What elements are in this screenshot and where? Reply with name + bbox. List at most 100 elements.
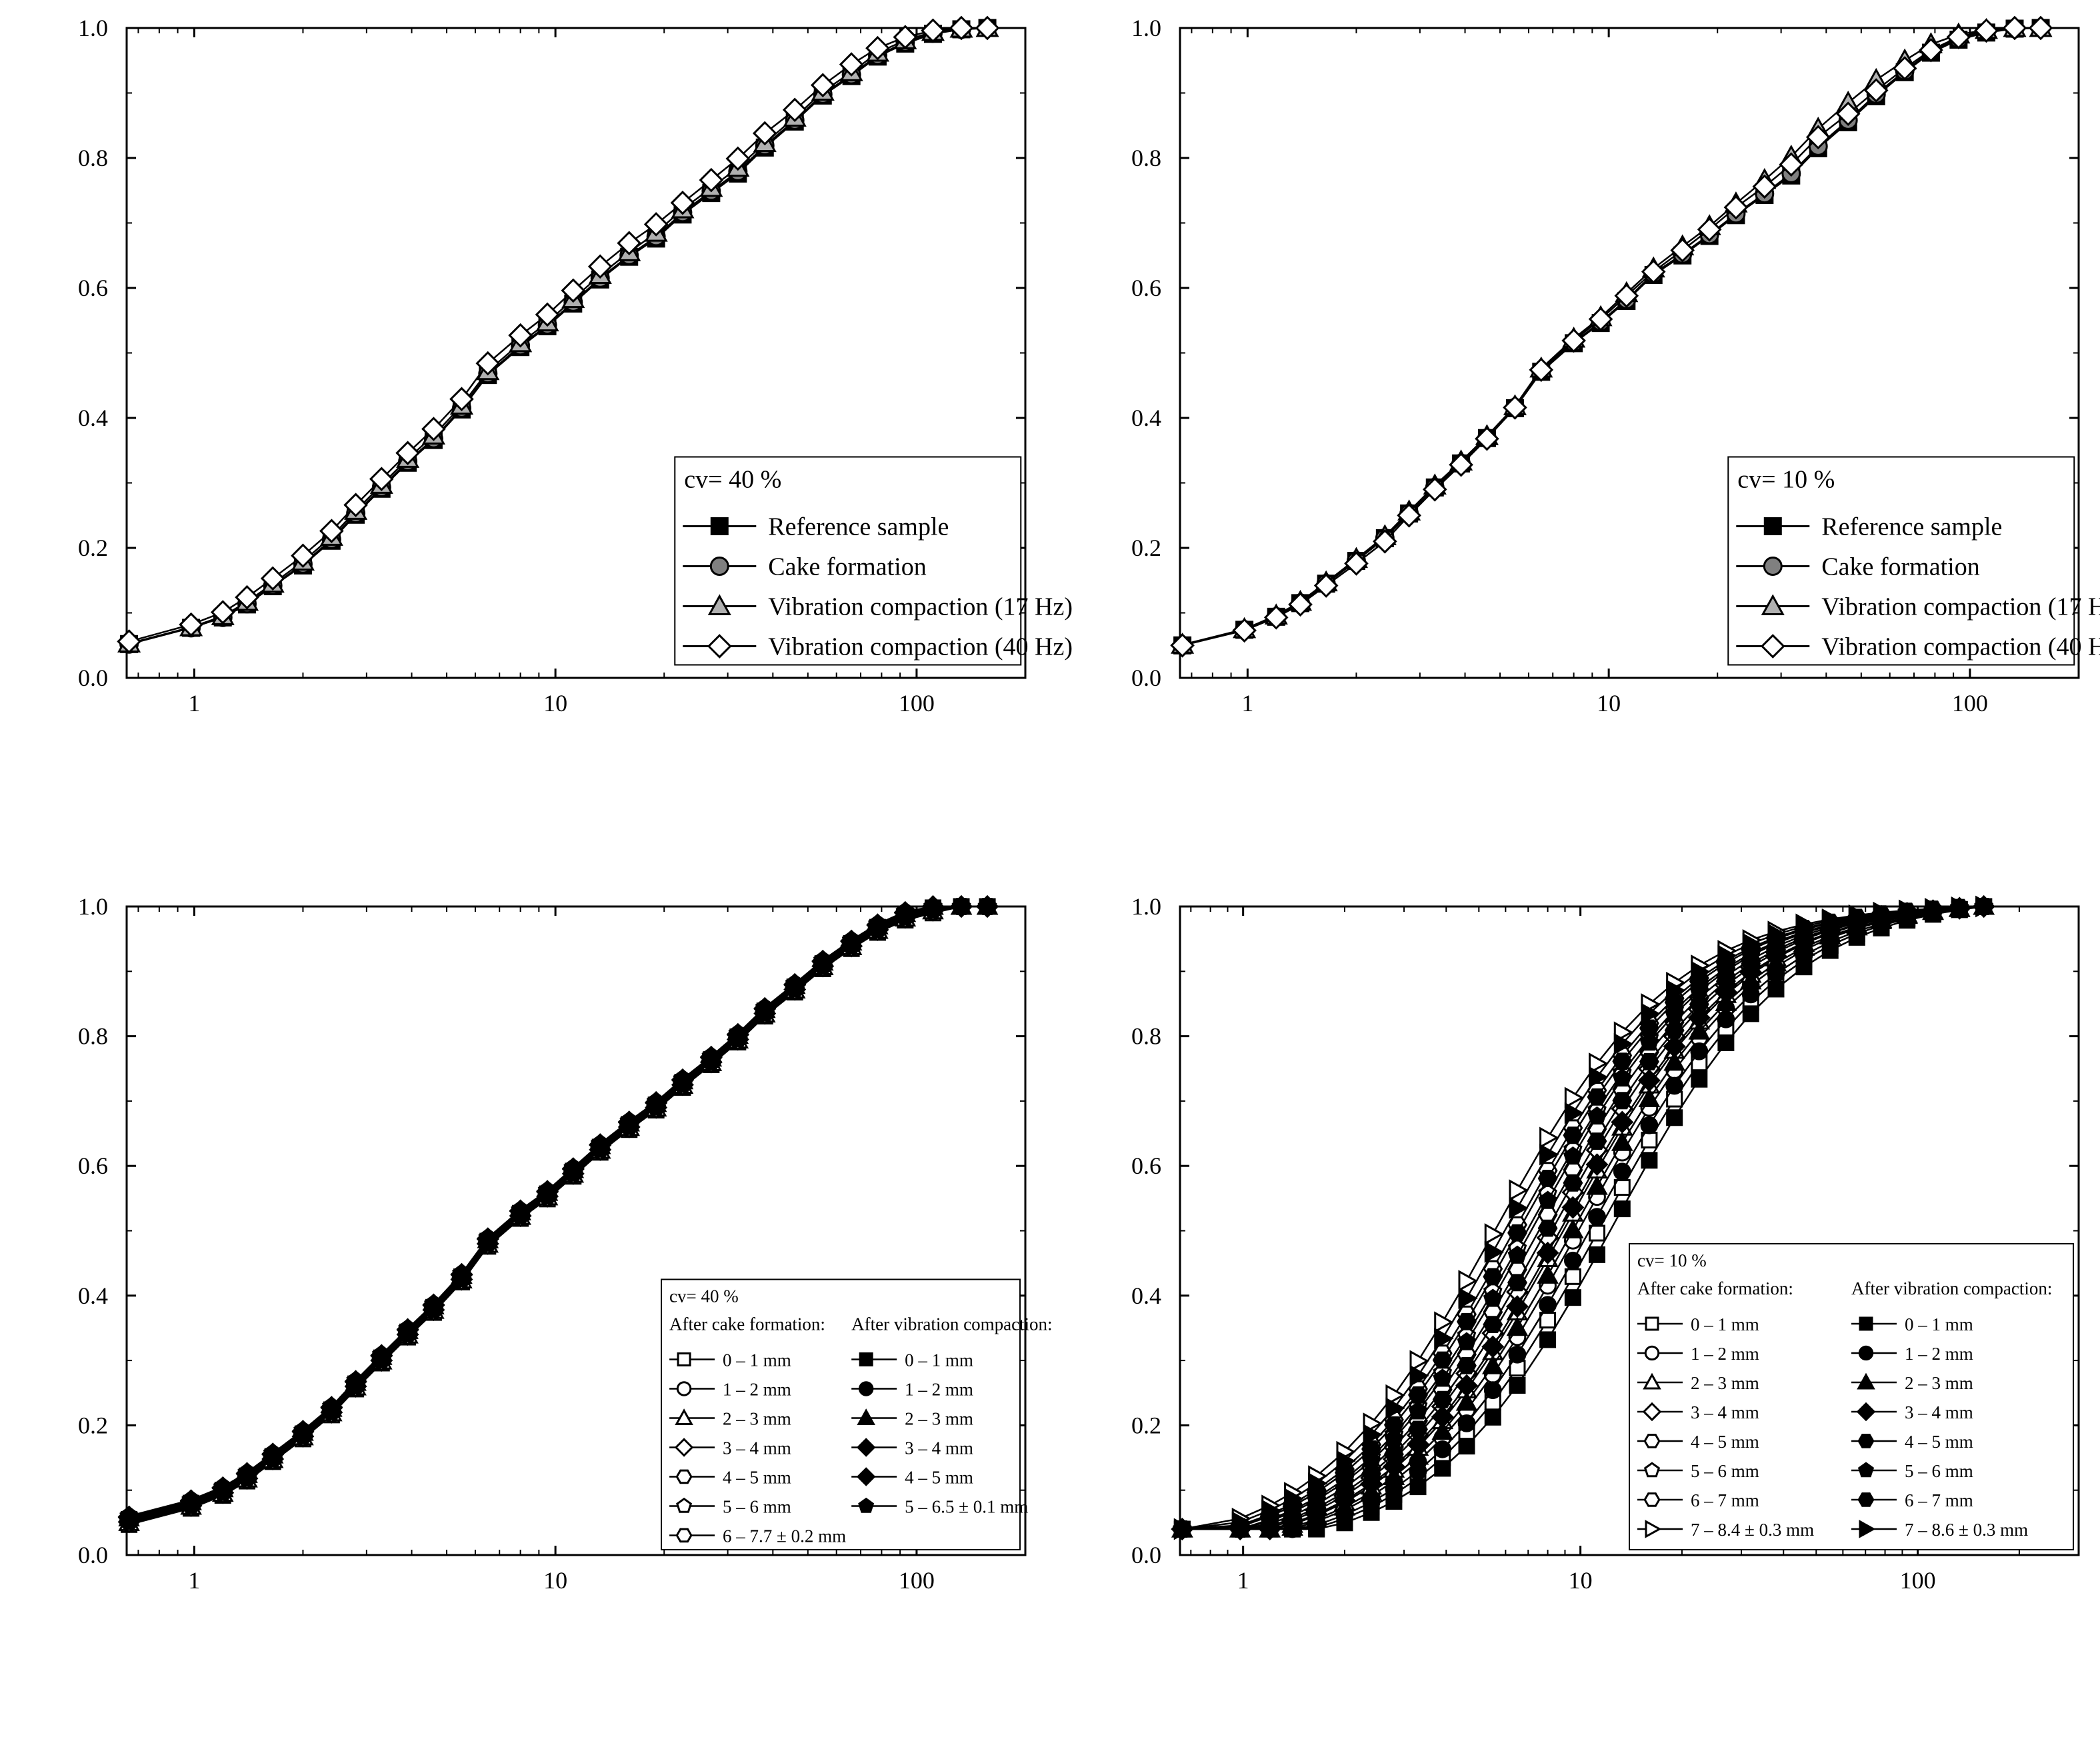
- legend-marker: [856, 1438, 876, 1457]
- data-point: [1539, 1296, 1557, 1314]
- data-point: [865, 35, 890, 61]
- data-point: [210, 600, 235, 625]
- data-point: [1431, 1420, 1454, 1440]
- data-point: [1946, 25, 1971, 49]
- data-point: [1373, 529, 1397, 554]
- legend-label: 4 – 5 mm: [1905, 1432, 1973, 1452]
- legend-label: Cake formation: [1821, 553, 1979, 581]
- data-point: [346, 1370, 365, 1389]
- legend-marker: [707, 634, 732, 659]
- data-point: [1536, 1241, 1559, 1264]
- data-point: [1457, 1332, 1477, 1350]
- legend-marker: [676, 1497, 693, 1513]
- legend-marker: [677, 1352, 691, 1366]
- data-point: [1433, 1368, 1453, 1387]
- data-point: [1383, 1445, 1404, 1463]
- data-point: [1409, 1350, 1429, 1372]
- legend: cv= 40 % After cake formation: After vibra…: [661, 1278, 1053, 1550]
- data-point: [1507, 1274, 1527, 1292]
- data-point: [1363, 1424, 1383, 1446]
- data-point: [1717, 1010, 1735, 1028]
- legend-label: 4 – 5 mm: [723, 1467, 791, 1487]
- data-point: [511, 1200, 530, 1218]
- data-point: [1336, 1450, 1356, 1472]
- legend-label: 7 – 8.6 ± 0.3 mm: [1905, 1520, 2028, 1540]
- data-point: [1408, 1420, 1428, 1438]
- data-point: [1385, 1384, 1405, 1406]
- data-point: [1409, 1364, 1429, 1387]
- data-point: [1484, 1408, 1501, 1426]
- y-tick-label: 0.8: [78, 145, 108, 171]
- legend-label: Reference sample: [1821, 513, 2002, 541]
- data-point: [1509, 1376, 1526, 1394]
- data-point: [1589, 1224, 1606, 1242]
- legend-marker: [1761, 594, 1785, 615]
- data-point: [1509, 1179, 1529, 1201]
- data-point: [1308, 1472, 1328, 1494]
- data-point: [699, 167, 724, 193]
- data-point: [977, 896, 997, 915]
- data-point: [1587, 1132, 1607, 1150]
- legend-label: 1 – 2 mm: [905, 1379, 973, 1399]
- legend-marker: [1856, 1402, 1876, 1422]
- data-point: [1614, 283, 1639, 309]
- data-point: [1892, 56, 1917, 81]
- data-point: [1666, 1109, 1683, 1126]
- data-point: [1529, 357, 1554, 383]
- data-point: [1664, 1022, 1685, 1039]
- data-point: [369, 467, 394, 491]
- data-point: [263, 1443, 283, 1462]
- data-point: [293, 1420, 313, 1439]
- data-point: [1612, 1052, 1633, 1070]
- legend-marker: [675, 1408, 693, 1425]
- data-point: [424, 1294, 443, 1312]
- y-tick-label: 0.6: [78, 275, 108, 301]
- data-point: [1537, 1219, 1558, 1237]
- data-point: [1231, 1511, 1252, 1534]
- legend-marker: [858, 1381, 874, 1396]
- data-point: [1537, 1264, 1559, 1284]
- data-point: [619, 1111, 639, 1130]
- y-tick-label: 1.0: [78, 893, 108, 920]
- data-point: [1899, 900, 1919, 922]
- x-tick-label: 10: [543, 1567, 567, 1594]
- legend: cv= 10 % After cake formation: After vibra…: [1629, 1242, 2074, 1550]
- data-point: [1432, 1351, 1453, 1369]
- legend-marker: [675, 1528, 693, 1543]
- data-point: [1641, 259, 1666, 284]
- data-point: [1507, 1224, 1527, 1242]
- data-point: [563, 1158, 583, 1176]
- legend-box: [661, 1278, 1021, 1550]
- legend-label: 7 – 8.4 ± 0.3 mm: [1691, 1520, 1814, 1540]
- data-point: [398, 1318, 417, 1337]
- legend-box: [1629, 1242, 2074, 1550]
- series-layer: [117, 895, 999, 1534]
- data-point: [535, 302, 560, 327]
- data-point: [395, 441, 420, 465]
- data-point: [213, 1476, 233, 1495]
- legend-label: 2 – 3 mm: [1905, 1373, 1973, 1393]
- x-tick-label: 1: [188, 690, 200, 717]
- data-point: [1539, 1331, 1557, 1348]
- data-point: [1458, 1438, 1475, 1455]
- data-point: [670, 190, 695, 215]
- data-point: [1742, 932, 1763, 955]
- data-point: [810, 73, 835, 98]
- data-point: [1561, 328, 1586, 353]
- series-layer: [117, 15, 1000, 654]
- data-point: [921, 18, 945, 43]
- legend-marker: [1857, 1372, 1875, 1390]
- data-point: [1434, 1311, 1454, 1333]
- data-point: [119, 1506, 139, 1524]
- legend-marker: [1643, 1434, 1661, 1448]
- data-point: [868, 914, 887, 932]
- data-point: [1432, 1390, 1453, 1408]
- legend-label: 1 – 2 mm: [1691, 1344, 1759, 1364]
- data-point: [1408, 1386, 1428, 1404]
- legend-label: 1 – 2 mm: [723, 1379, 791, 1399]
- legend-marker: [1645, 1316, 1659, 1331]
- series-layer: [1171, 895, 1995, 1541]
- data-point: [1263, 605, 1289, 630]
- data-point: [1457, 1414, 1476, 1432]
